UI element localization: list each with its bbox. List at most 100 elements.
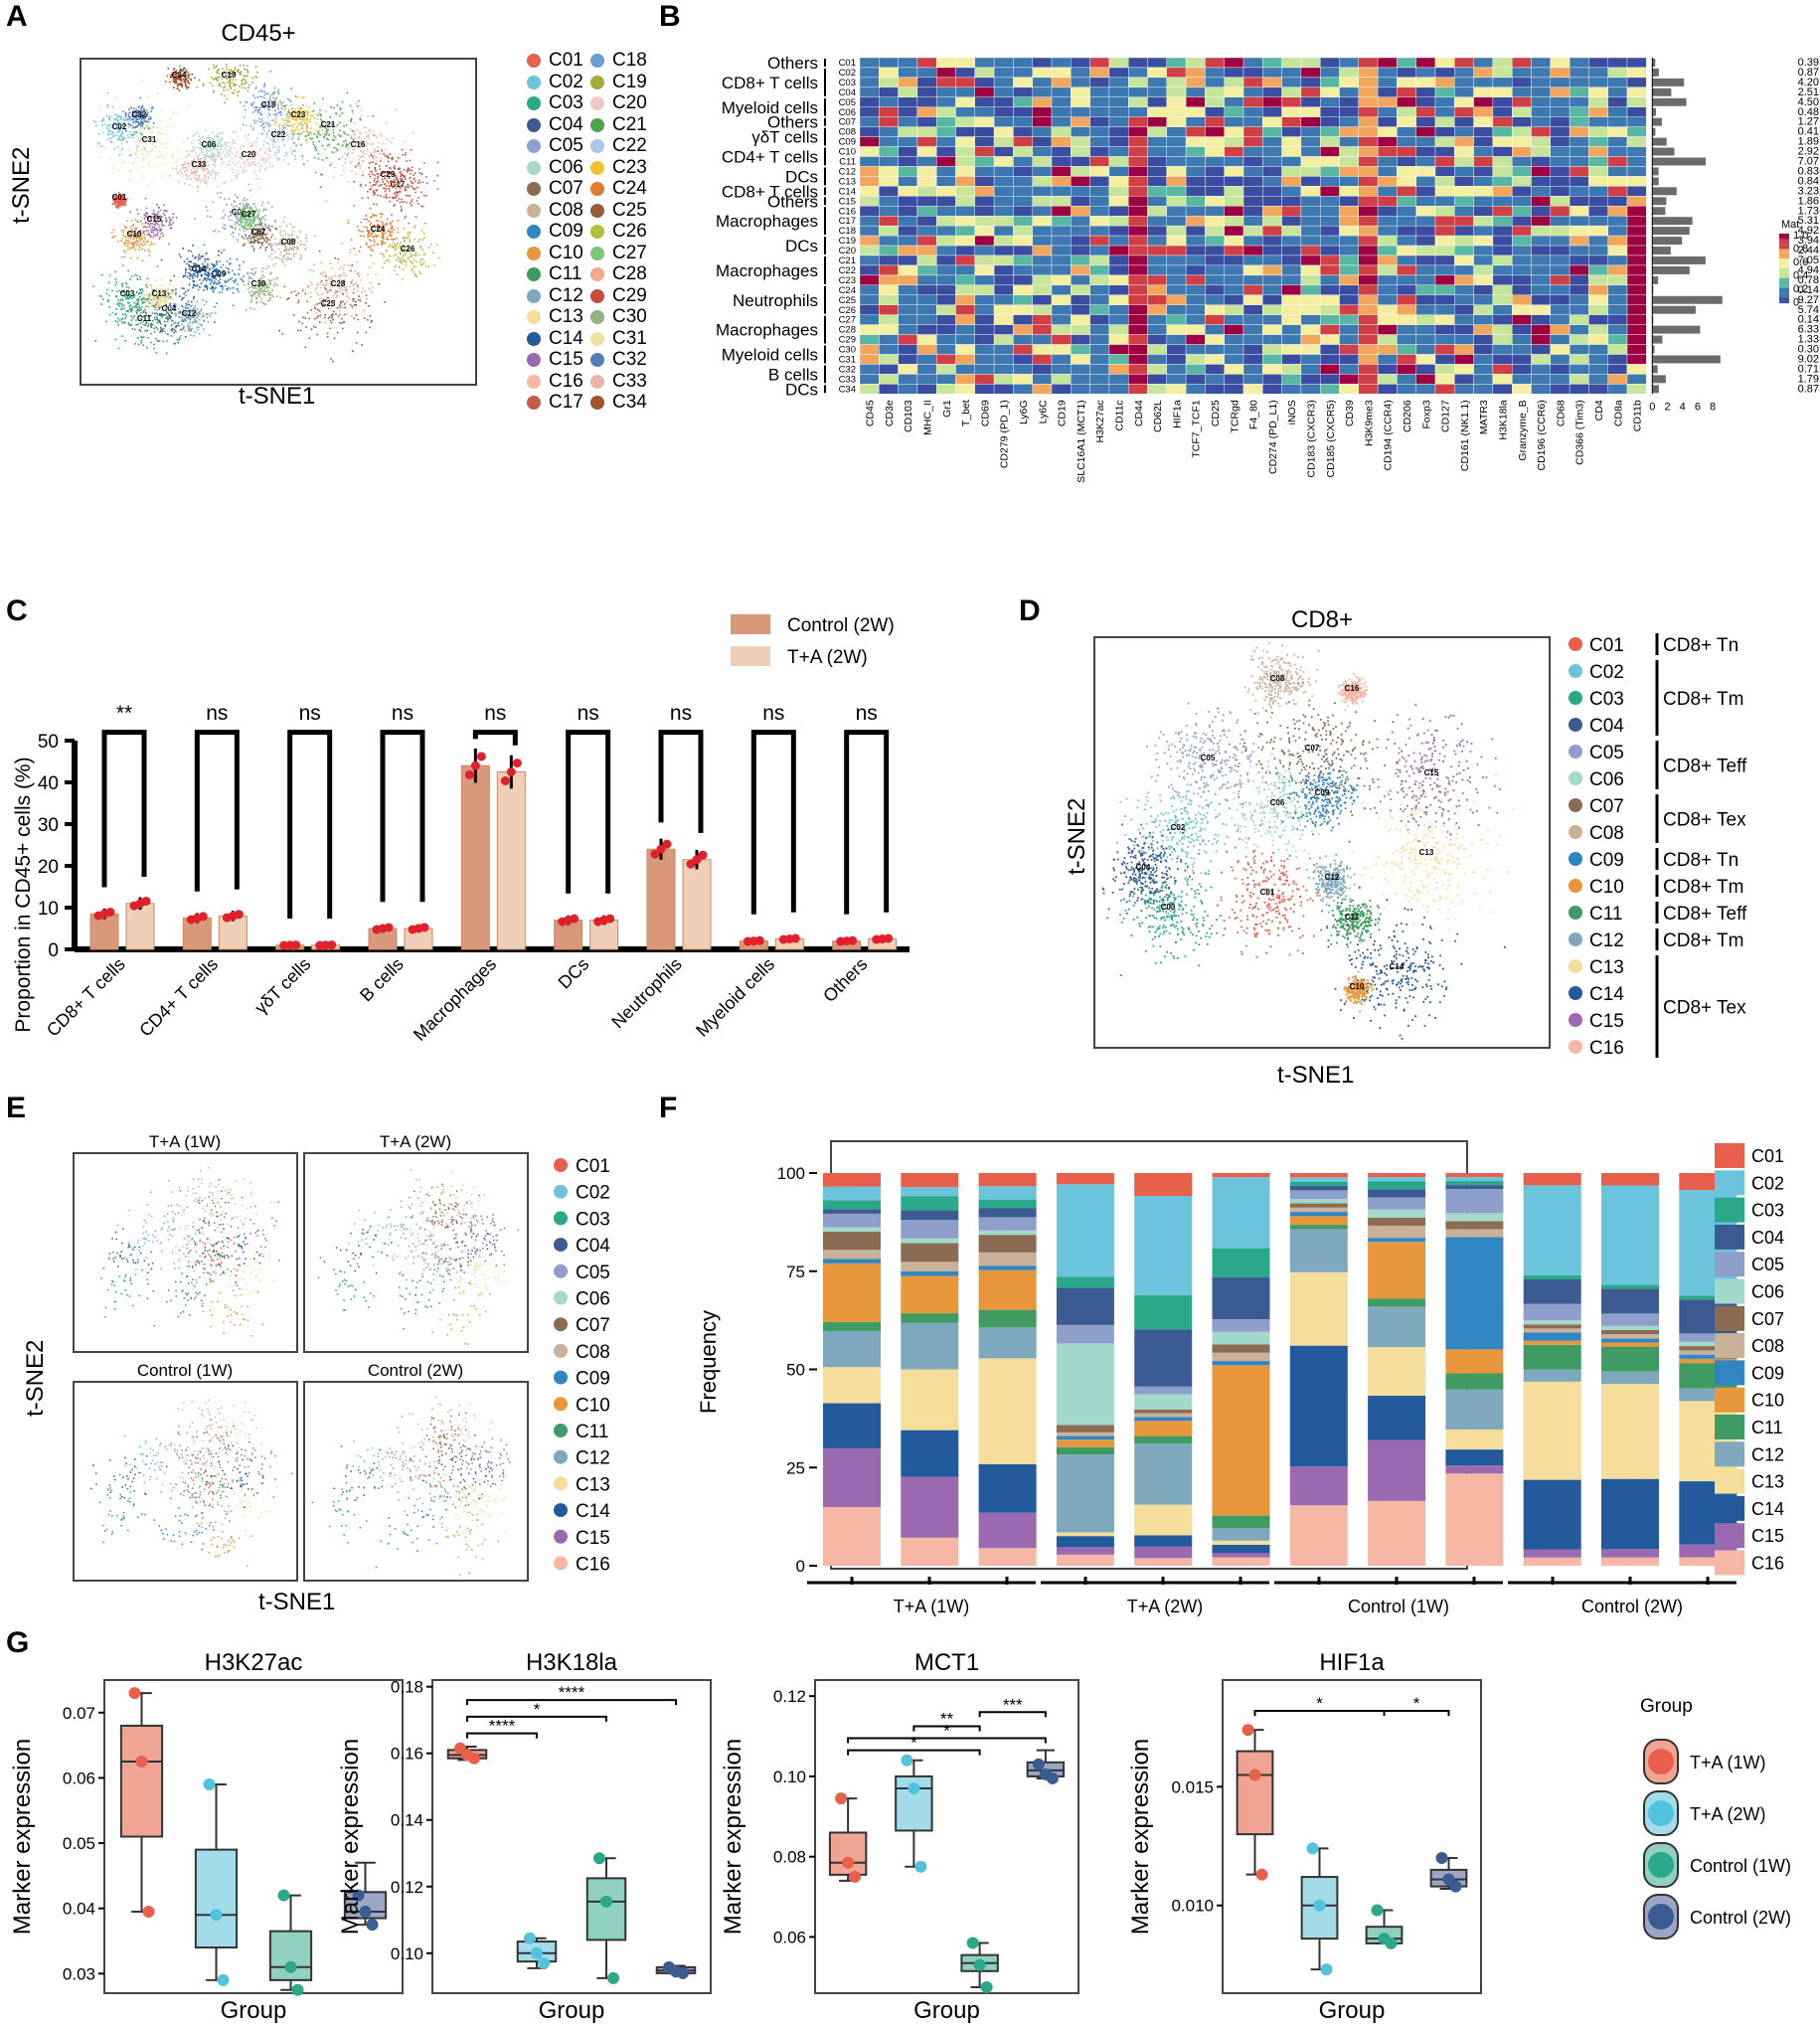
heat-cell — [1397, 146, 1416, 157]
cluster-c06 — [159, 1209, 225, 1261]
legend-dot — [554, 1264, 568, 1278]
row-value: 0.71 — [1798, 363, 1819, 375]
legend-label: C07 — [576, 1315, 610, 1336]
heat-cell — [1512, 294, 1532, 305]
legend-label: C25 — [612, 199, 647, 221]
heat-cell — [1415, 57, 1436, 69]
heat-cell — [1089, 374, 1110, 385]
heat-cell — [1262, 136, 1282, 147]
heat-cell — [1473, 136, 1494, 147]
legend-dot — [590, 96, 604, 110]
heat-cell — [1492, 254, 1513, 266]
heat-cell — [1473, 77, 1494, 88]
legend-label: C13 — [576, 1474, 610, 1495]
sig-bracket — [566, 730, 611, 894]
data-point — [327, 940, 337, 950]
heat-cell — [1339, 304, 1359, 315]
heat-cell — [1454, 86, 1474, 97]
heat-cell — [1512, 57, 1532, 69]
heat-cell — [1071, 126, 1090, 137]
heat-cell — [1339, 196, 1359, 207]
heat-cell — [1300, 77, 1321, 88]
heat-cell — [859, 136, 880, 147]
heat-cell — [1473, 245, 1494, 256]
colorbar-segment — [1779, 298, 1789, 301]
heat-cell — [1071, 235, 1090, 247]
colorbar-segment — [1779, 256, 1789, 259]
heat-cell — [955, 86, 975, 97]
column-label: CD11c — [1114, 400, 1126, 430]
heat-cell — [1300, 206, 1321, 217]
stack-segment — [1445, 1189, 1504, 1214]
heat-cell — [974, 67, 995, 79]
cluster-c11 — [1320, 886, 1382, 948]
heat-cell — [1166, 136, 1187, 147]
legend-item-c29: C29 — [590, 285, 647, 307]
heat-cell — [1281, 304, 1302, 315]
heat-cell — [993, 284, 1014, 296]
heat-cell — [1626, 215, 1647, 227]
heat-cell — [1569, 274, 1589, 286]
heat-cell — [1205, 364, 1225, 375]
heat-cell — [1224, 116, 1244, 127]
heat-cell — [1281, 86, 1302, 97]
heat-cell — [1032, 364, 1053, 375]
x-axis-title: Group — [913, 1997, 980, 2024]
legend-dot — [527, 160, 541, 175]
heat-cell — [1569, 116, 1589, 127]
heat-cell — [993, 245, 1014, 256]
heat-cell — [1071, 86, 1090, 97]
cluster-c13 — [435, 1248, 510, 1307]
legend-item-c28: C28 — [590, 263, 647, 285]
heat-cell — [993, 225, 1014, 237]
heat-cell — [936, 294, 956, 305]
heat-cell — [936, 126, 956, 137]
heat-cell — [1339, 294, 1359, 305]
heat-cell — [1281, 384, 1302, 395]
heat-cell — [1147, 254, 1167, 266]
heat-cell — [1108, 106, 1129, 117]
cluster-c01 — [111, 192, 128, 210]
heat-cell — [1089, 67, 1110, 79]
heat-cell — [1089, 245, 1110, 256]
colorbar-segment — [1779, 270, 1789, 273]
heat-cell — [1205, 215, 1225, 227]
heat-cell — [1185, 314, 1206, 325]
heat-cell — [1454, 245, 1474, 256]
row-value: 1.73 — [1798, 205, 1819, 217]
legend-label: T+A (1W) — [1690, 1753, 1766, 1772]
heat-cell — [1550, 235, 1571, 247]
heat-cell — [1108, 334, 1129, 345]
heat-cell — [1473, 264, 1494, 276]
heat-cell — [1473, 314, 1494, 325]
legend-dot — [590, 396, 604, 410]
heat-cell — [993, 215, 1014, 227]
box — [1236, 1750, 1274, 1836]
heat-cell — [1434, 166, 1455, 177]
heat-cell — [1013, 294, 1033, 305]
heat-cell — [1262, 364, 1282, 375]
stack-segment — [1056, 1454, 1114, 1533]
heat-cell — [879, 57, 899, 69]
legend-dot — [590, 310, 604, 324]
heat-cell — [1512, 324, 1532, 335]
stack-segment — [1601, 1549, 1659, 1558]
heat-cell — [1320, 235, 1340, 247]
heat-cell — [974, 334, 995, 345]
heat-cell — [1262, 274, 1282, 286]
heat-cell — [1128, 106, 1148, 117]
heat-cell — [1320, 186, 1340, 197]
heat-cell — [1128, 364, 1148, 375]
heat-cell — [859, 206, 880, 217]
heat-cell — [1569, 334, 1589, 345]
heat-cell — [1454, 67, 1474, 79]
heat-cell — [1397, 304, 1416, 315]
heat-cell — [1377, 77, 1398, 88]
heat-cell — [916, 116, 937, 127]
heat-cell — [1358, 116, 1379, 127]
data-point — [512, 759, 522, 768]
heat-cell — [1454, 77, 1474, 88]
legend-label: C01 — [1751, 1146, 1784, 1166]
legend-swatch — [731, 646, 770, 666]
row-value: 9.27 — [1798, 294, 1819, 306]
